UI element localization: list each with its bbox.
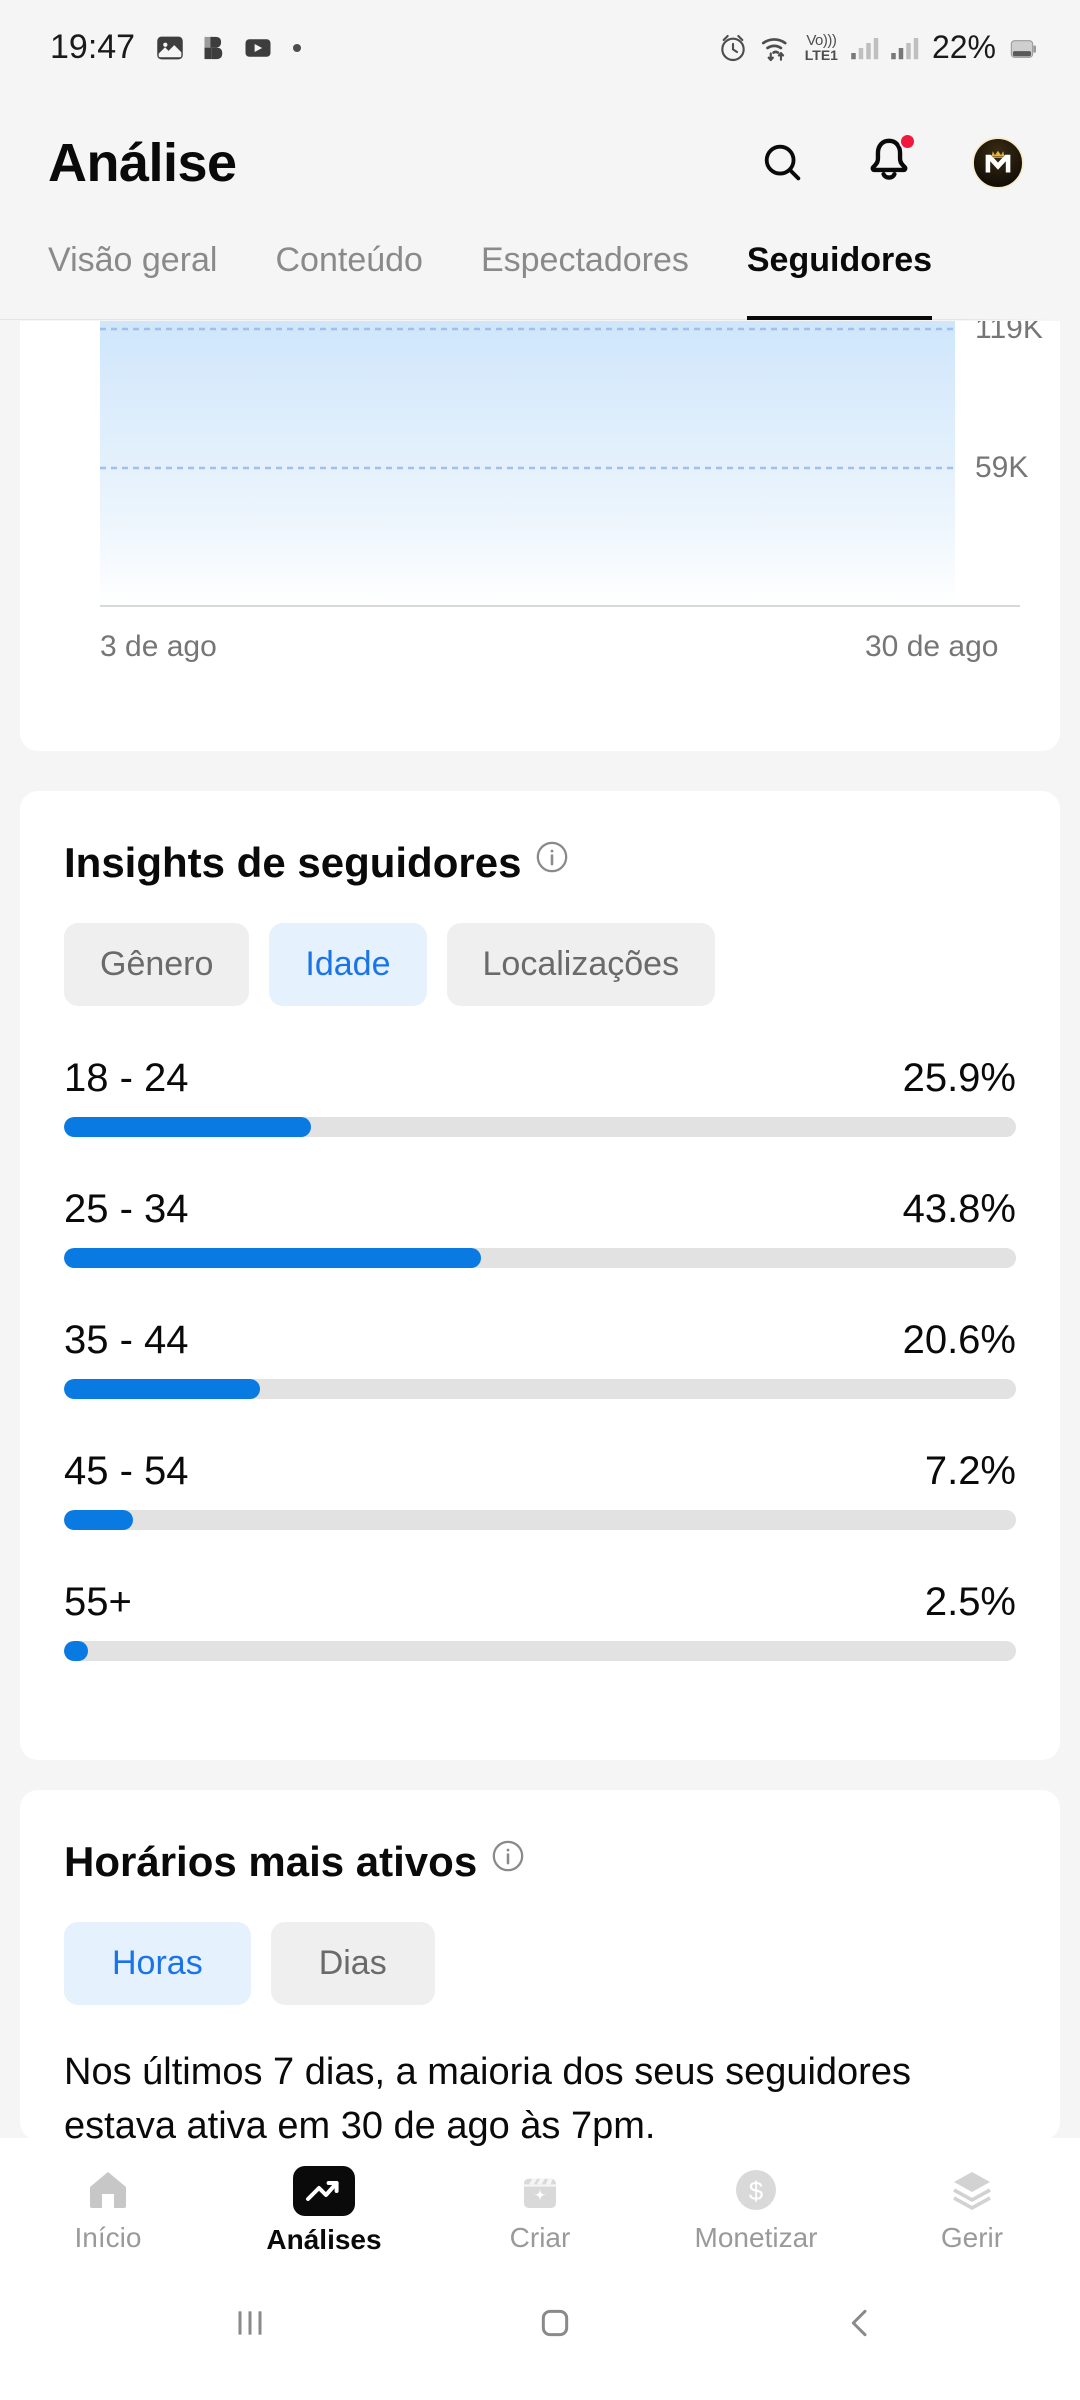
svg-text:119K: 119K	[975, 321, 1043, 345]
svg-text:3 de ago: 3 de ago	[100, 630, 217, 663]
svg-text:59K: 59K	[975, 451, 1028, 484]
svg-text:$: $	[749, 2176, 764, 2206]
svg-text:30 de ago: 30 de ago	[865, 630, 998, 663]
